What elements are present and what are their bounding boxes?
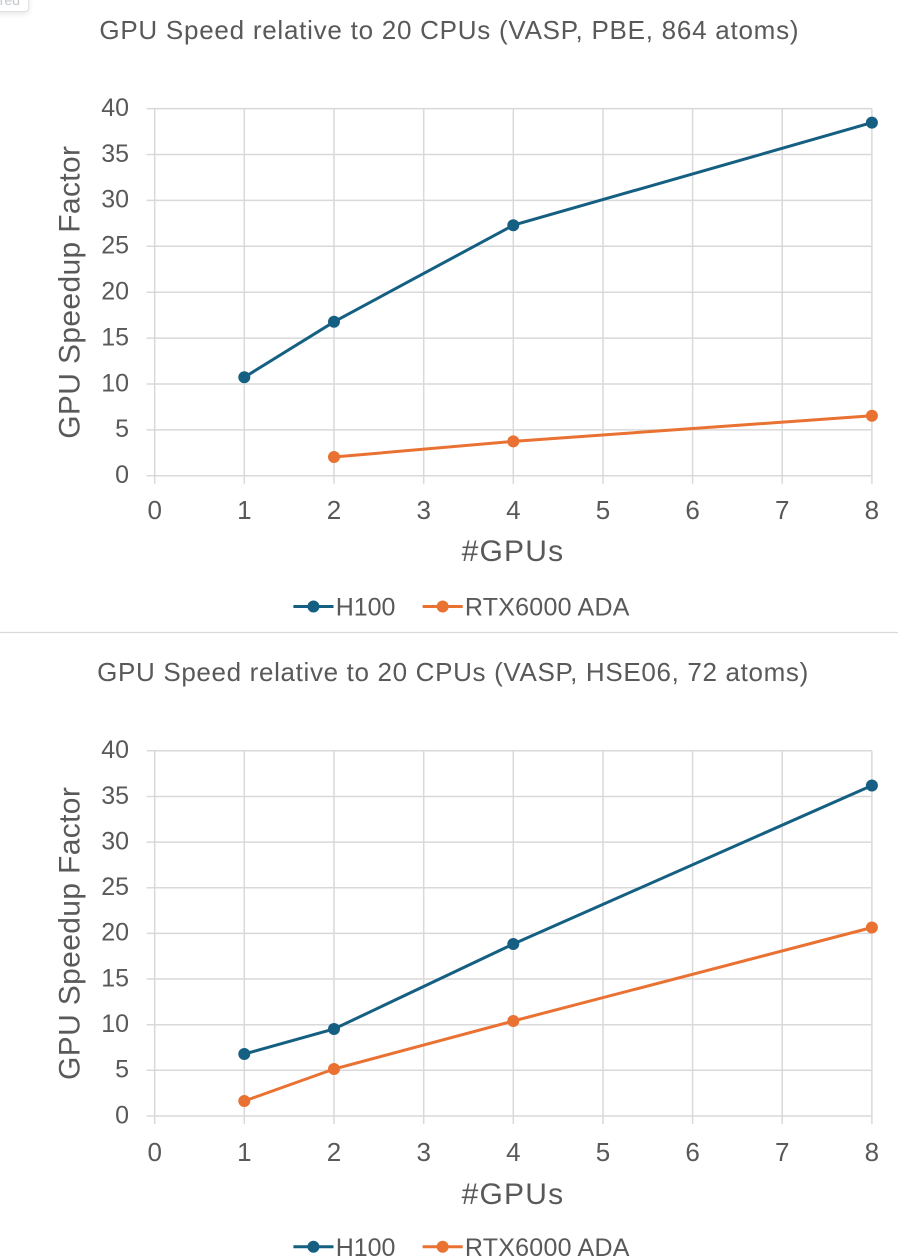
svg-text:3: 3 [416, 1137, 430, 1167]
svg-text:2: 2 [327, 1137, 341, 1167]
svg-text:3: 3 [416, 495, 430, 525]
svg-text:GPU Speedup Factor: GPU Speedup Factor [54, 146, 87, 439]
svg-text:5: 5 [596, 1137, 610, 1167]
svg-text:H100: H100 [336, 1234, 396, 1257]
svg-text:30: 30 [101, 186, 129, 214]
svg-text:0: 0 [147, 1137, 161, 1167]
svg-text:20: 20 [101, 919, 129, 947]
svg-text:1: 1 [237, 495, 251, 525]
svg-text:7: 7 [775, 1137, 789, 1167]
svg-text:40: 40 [101, 94, 129, 122]
svg-text:0: 0 [115, 461, 129, 489]
svg-text:GPU Speedup Factor: GPU Speedup Factor [54, 787, 87, 1080]
svg-text:8: 8 [865, 495, 879, 525]
svg-text:7: 7 [775, 495, 789, 525]
svg-text:0: 0 [115, 1101, 129, 1129]
svg-text:0: 0 [147, 495, 161, 525]
svg-text:35: 35 [101, 782, 129, 810]
svg-text:GPU Speed relative to 20 CPUs: GPU Speed relative to 20 CPUs (VASP, PBE… [99, 15, 799, 45]
svg-text:4: 4 [506, 1137, 520, 1167]
svg-text:20: 20 [101, 278, 129, 306]
svg-text:RTX6000 ADA: RTX6000 ADA [465, 1234, 630, 1257]
svg-text:1: 1 [237, 1137, 251, 1167]
svg-text:15: 15 [101, 323, 129, 351]
svg-text:10: 10 [101, 1010, 129, 1038]
svg-text:10: 10 [101, 369, 129, 397]
svg-text:2: 2 [327, 495, 341, 525]
svg-text:25: 25 [101, 873, 129, 901]
svg-text:5: 5 [596, 495, 610, 525]
svg-text:30: 30 [101, 827, 129, 855]
svg-text:5: 5 [115, 415, 129, 443]
svg-text:6: 6 [685, 495, 699, 525]
svg-text:GPU Speed relative to 20 CPUs: GPU Speed relative to 20 CPUs (VASP, HSE… [97, 657, 809, 687]
svg-text:6: 6 [685, 1137, 699, 1167]
svg-text:H100: H100 [336, 594, 396, 622]
svg-text:40: 40 [101, 736, 129, 764]
svg-text:25: 25 [101, 232, 129, 260]
svg-text:#GPUs: #GPUs [462, 1178, 565, 1211]
svg-text:#GPUs: #GPUs [462, 535, 565, 568]
svg-text:35: 35 [101, 140, 129, 168]
svg-text:4: 4 [506, 495, 520, 525]
svg-text:8: 8 [865, 1137, 879, 1167]
svg-text:RTX6000 ADA: RTX6000 ADA [465, 594, 630, 622]
svg-text:5: 5 [115, 1056, 129, 1084]
svg-text:15: 15 [101, 964, 129, 992]
